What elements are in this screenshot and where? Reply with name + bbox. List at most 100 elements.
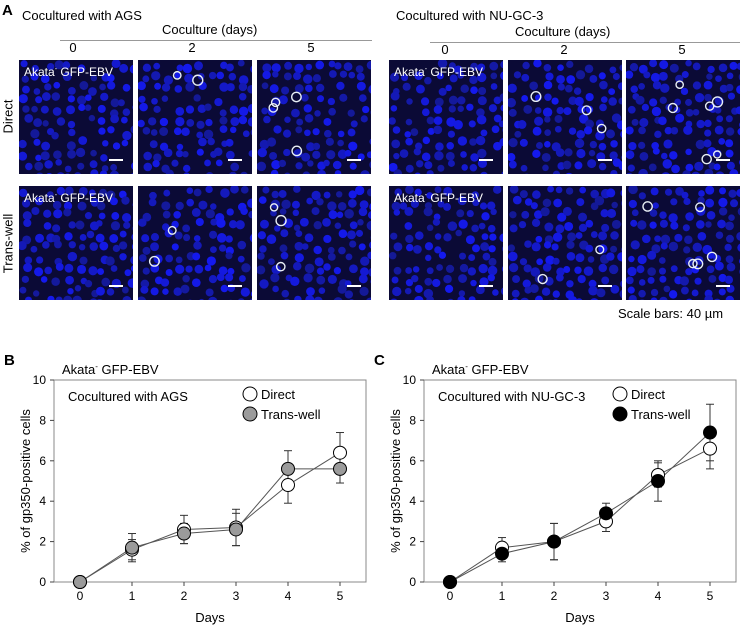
plot-frame (53, 379, 367, 583)
series-line (79, 452, 341, 583)
data-point (495, 546, 509, 561)
group-1-axis-title: Coculture (days) (162, 22, 258, 37)
y-axis-label: % of gp350-positive cells (18, 409, 33, 553)
y-tick-label: 8 (39, 413, 46, 427)
data-point (229, 522, 243, 537)
group-1-axis-line (60, 40, 372, 41)
x-tick-label: 3 (603, 589, 610, 603)
micrograph-nugc3-transwell-day2 (508, 186, 622, 300)
scale-bar (479, 159, 493, 161)
data-point (281, 461, 295, 476)
inner-title: Cocultured with NU-GC-3 (438, 389, 585, 404)
x-tick-label: 3 (233, 589, 240, 603)
data-point (651, 474, 665, 488)
scale-bar (716, 285, 730, 287)
panel-a-letter: A (2, 2, 13, 19)
micrograph-ags-direct-day0: Akata- GFP-EBV (19, 60, 133, 174)
tile-label: Akata- GFP-EBV (24, 65, 114, 79)
legend-marker (242, 406, 258, 422)
y-tick-label: 0 (409, 575, 416, 589)
data-point (125, 540, 139, 555)
data-point (703, 425, 717, 440)
micrograph-nugc3-direct-day0: Akata- GFP-EBV (389, 60, 503, 174)
tile-label: Akata- GFP-EBV (24, 191, 114, 205)
legend-marker (242, 386, 258, 402)
tile-label: Akata- GFP-EBV (394, 65, 484, 79)
series-line (449, 448, 711, 583)
group-1-day-0: 0 (69, 40, 77, 55)
micrograph-ags-transwell-day2 (138, 186, 252, 300)
y-tick-label: 8 (409, 413, 416, 427)
micrograph-nugc3-transwell-day5 (626, 186, 740, 300)
micrograph-nugc3-transwell-day0: Akata- GFP-EBV (389, 186, 503, 300)
scale-bar (716, 159, 730, 161)
scale-bar (228, 285, 242, 287)
chart-title: Akata- GFP-EBV (432, 362, 529, 377)
group-2-title: Cocultured with NU-GC-3 (396, 8, 544, 23)
x-tick-label: 2 (551, 589, 558, 603)
x-tick-label: 1 (129, 589, 136, 603)
group-2-axis-title: Coculture (days) (515, 24, 611, 39)
group-1-title: Cocultured with AGS (22, 8, 142, 23)
panel-letter: C (374, 352, 385, 369)
tile-label: Akata- GFP-EBV (394, 191, 484, 205)
data-point (547, 534, 561, 549)
group-1-day-2: 2 (188, 40, 196, 55)
y-tick-label: 0 (39, 575, 46, 589)
x-tick-label: 4 (285, 589, 292, 603)
legend-label: Direct (261, 387, 295, 402)
data-point (333, 461, 347, 476)
y-tick-label: 4 (409, 494, 416, 508)
micrograph-ags-transwell-day0: Akata- GFP-EBV (19, 186, 133, 300)
x-tick-label: 4 (655, 589, 662, 603)
data-point (281, 478, 295, 493)
legend-label: Trans-well (631, 407, 691, 422)
data-point (599, 506, 613, 521)
scale-bar (479, 285, 493, 287)
y-tick-label: 6 (39, 454, 46, 468)
x-tick-label: 5 (707, 589, 714, 603)
data-point (703, 441, 717, 456)
legend-marker (612, 386, 628, 402)
plot-frame (423, 379, 737, 583)
series-line (79, 468, 340, 583)
x-axis-label: Days (565, 610, 595, 625)
group-2-day-2: 2 (560, 42, 568, 57)
scale-bar (109, 159, 123, 161)
y-tick-label: 6 (409, 454, 416, 468)
group-2-day-0: 0 (441, 42, 449, 57)
data-point (177, 526, 191, 541)
x-tick-label: 1 (499, 589, 506, 603)
scale-bar (347, 285, 361, 287)
data-point (333, 445, 347, 460)
x-tick-label: 2 (181, 589, 188, 603)
y-axis-label: % of gp350-positive cells (388, 409, 403, 553)
legend-label: Direct (631, 387, 665, 402)
x-tick-label: 5 (337, 589, 344, 603)
chart-c: C Akata- GFP-EBV 0 2 4 6 8 10 0 1 2 3 4 5 Days % of gp3… (374, 352, 737, 625)
scale-bar-caption: Scale bars: 40 µm (618, 306, 724, 321)
scale-bar (598, 159, 612, 161)
micrograph-ags-direct-day2 (138, 60, 252, 174)
micrograph-ags-direct-day5 (257, 60, 371, 174)
panel-letter: B (4, 352, 15, 369)
data-point (443, 575, 457, 589)
data-point (73, 575, 87, 589)
x-tick-label: 0 (447, 589, 454, 603)
micrograph-ags-transwell-day5 (257, 186, 371, 300)
group-2-axis-line (430, 42, 740, 43)
group-2-day-5: 5 (678, 42, 686, 57)
series-line (449, 432, 711, 583)
scale-bar (347, 159, 361, 161)
y-tick-label: 2 (409, 535, 416, 549)
group-1-day-5: 5 (307, 40, 315, 55)
y-tick-label: 2 (39, 535, 46, 549)
scale-bar (598, 285, 612, 287)
y-tick-label: 10 (33, 373, 47, 387)
scale-bar (228, 159, 242, 161)
chart-b: B Akata- GFP-EBV 0 2 4 6 8 10 0 1 2 3 4 5 Days % of gp3… (4, 352, 367, 625)
micrograph-nugc3-direct-day2 (508, 60, 622, 174)
x-tick-label: 0 (77, 589, 84, 603)
y-tick-label: 4 (39, 494, 46, 508)
